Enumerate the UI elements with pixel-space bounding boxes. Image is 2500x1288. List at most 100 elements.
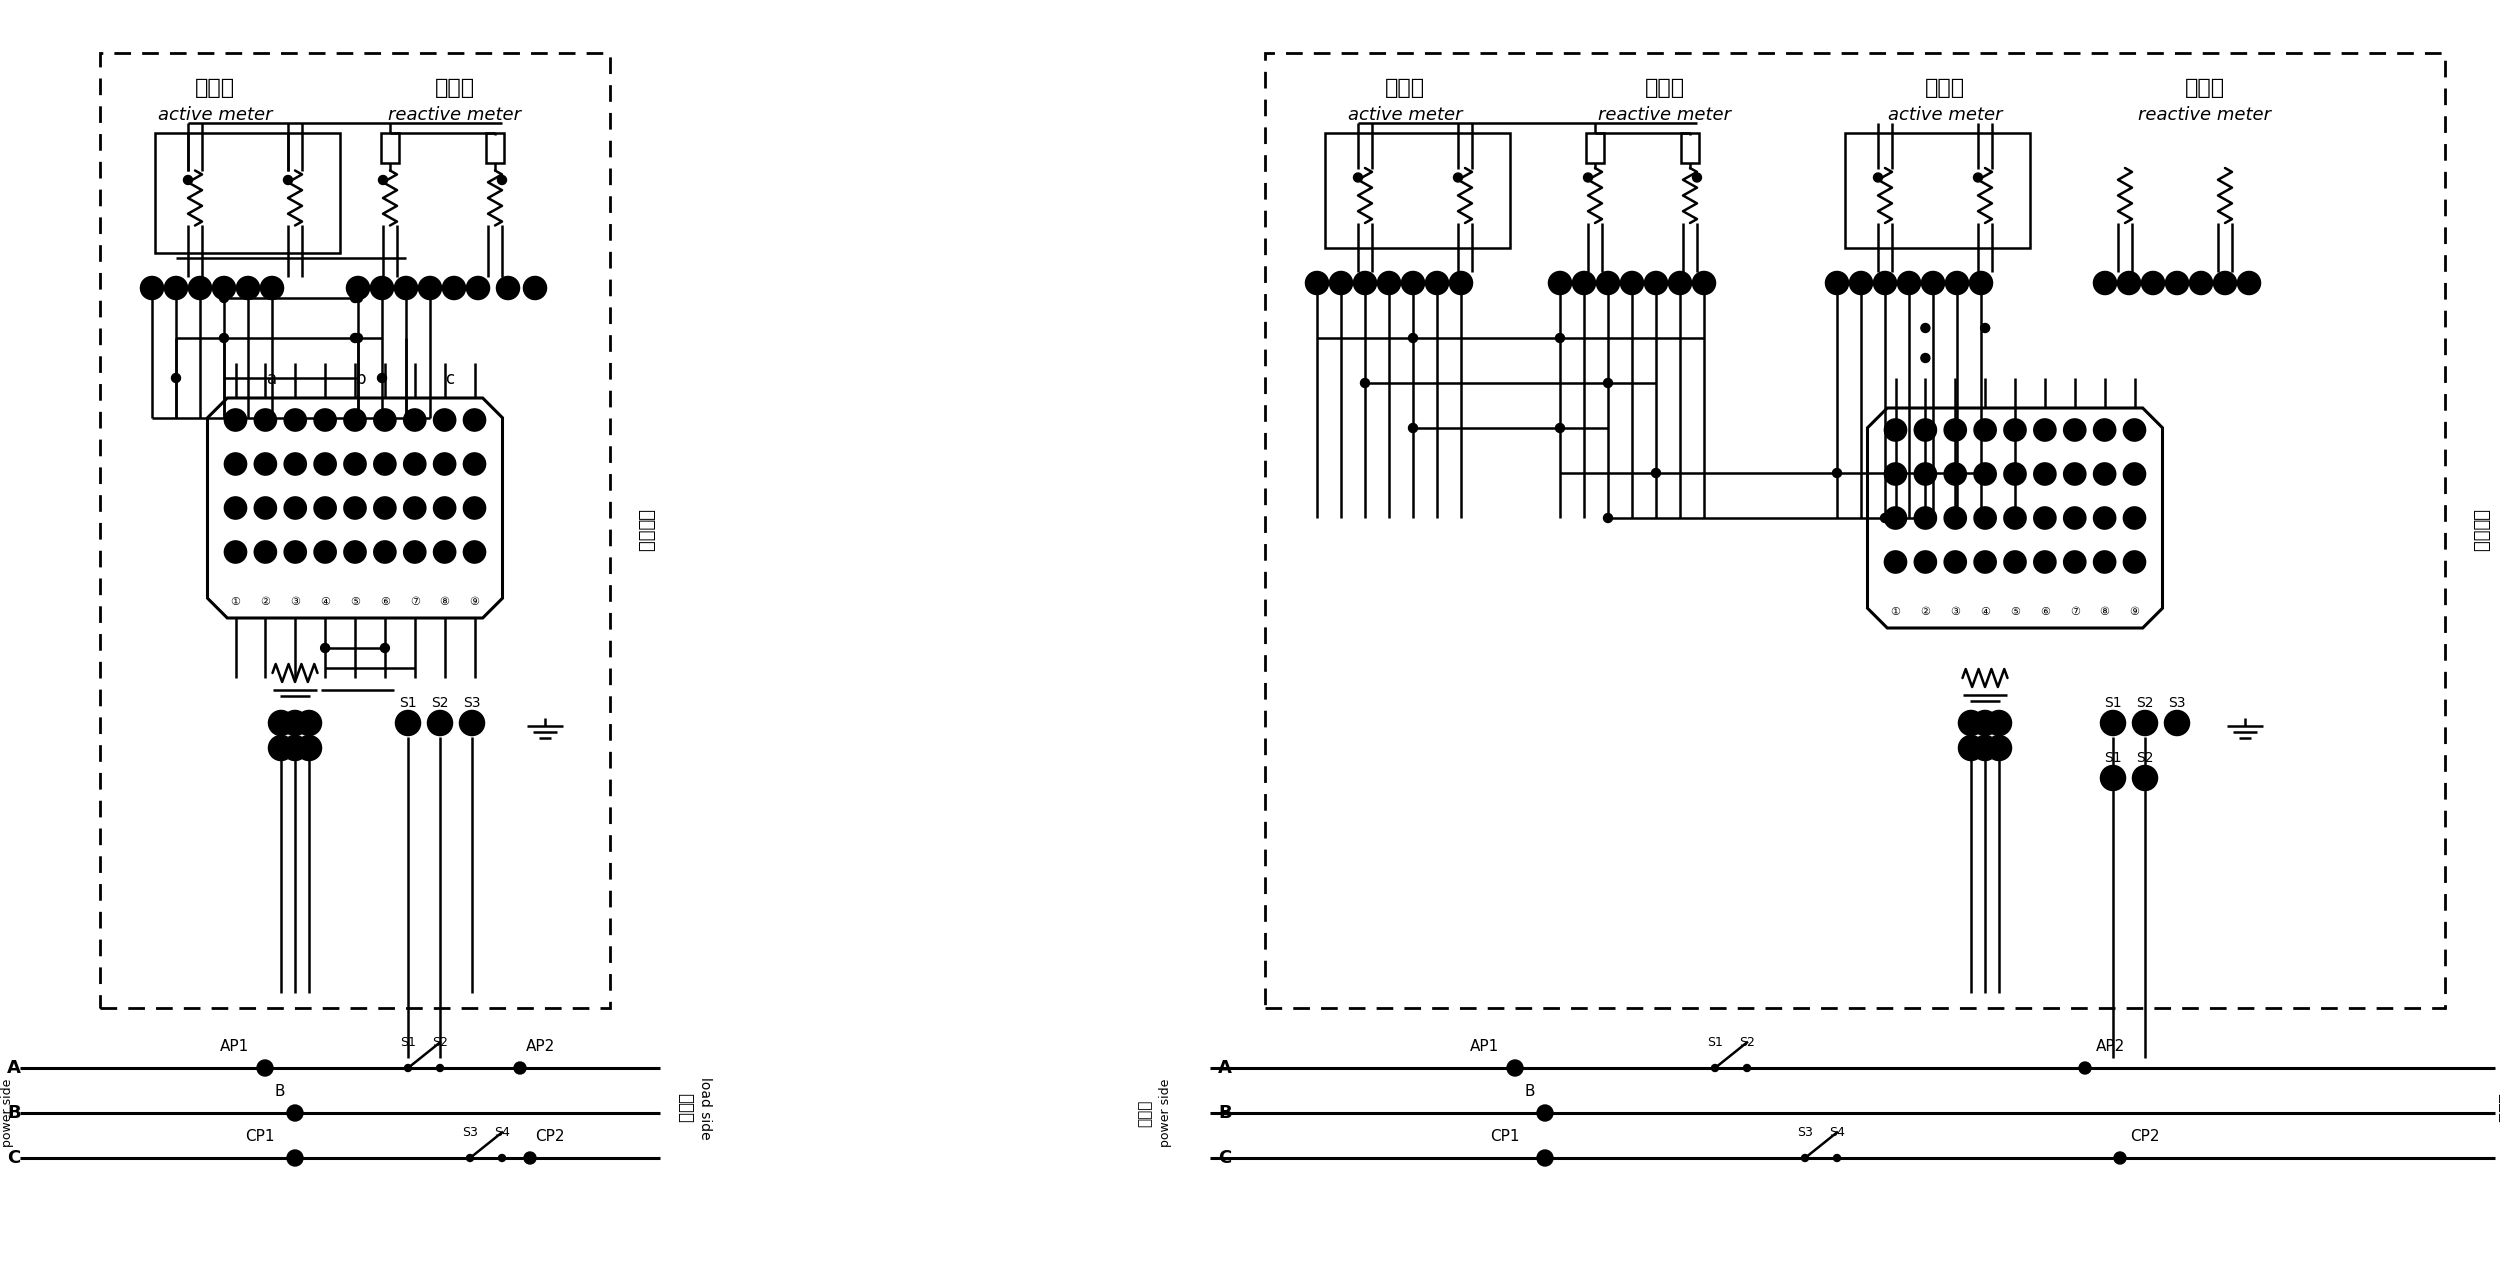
Circle shape — [2122, 551, 2145, 573]
Circle shape — [462, 453, 485, 475]
Bar — [380, 133, 400, 164]
Text: AP2: AP2 — [525, 1039, 555, 1054]
Circle shape — [2190, 272, 2212, 294]
Text: S1: S1 — [400, 696, 418, 710]
Circle shape — [432, 410, 455, 431]
Circle shape — [1915, 507, 1938, 529]
Circle shape — [213, 277, 235, 299]
Circle shape — [498, 175, 508, 184]
Circle shape — [405, 497, 425, 519]
Text: ②: ② — [260, 598, 270, 607]
Text: 无功表: 无功表 — [2185, 79, 2225, 98]
Text: B: B — [275, 1084, 285, 1099]
Circle shape — [2065, 462, 2085, 486]
Circle shape — [2095, 272, 2115, 294]
Circle shape — [348, 277, 370, 299]
Circle shape — [298, 711, 320, 735]
Circle shape — [270, 711, 292, 735]
Circle shape — [438, 1064, 442, 1072]
Text: ①: ① — [230, 598, 240, 607]
Circle shape — [255, 410, 278, 431]
Circle shape — [405, 1064, 412, 1072]
Circle shape — [2005, 507, 2025, 529]
Circle shape — [350, 294, 360, 303]
Circle shape — [2115, 1151, 2125, 1164]
Bar — [155, 133, 340, 252]
Bar — [1585, 133, 1605, 164]
Circle shape — [2100, 711, 2125, 735]
Text: S3: S3 — [462, 696, 480, 710]
Text: ①: ① — [1890, 607, 1900, 617]
Circle shape — [1693, 173, 1703, 182]
Text: 二次回路: 二次回路 — [635, 509, 655, 553]
Circle shape — [282, 711, 308, 735]
Circle shape — [1620, 272, 1642, 294]
Circle shape — [525, 277, 545, 299]
Circle shape — [1538, 1150, 1552, 1166]
Circle shape — [1450, 272, 1472, 294]
Text: 电源侧: 电源侧 — [1138, 1100, 1152, 1127]
Bar — [1265, 53, 2445, 1009]
Text: CP2: CP2 — [535, 1130, 565, 1144]
Circle shape — [1945, 462, 1968, 486]
Circle shape — [2132, 711, 2158, 735]
Circle shape — [1652, 469, 1660, 478]
Circle shape — [288, 1105, 302, 1121]
Circle shape — [225, 453, 248, 475]
Text: S1: S1 — [1708, 1036, 1722, 1048]
Circle shape — [2092, 551, 2115, 573]
Circle shape — [1972, 711, 1998, 735]
Circle shape — [375, 497, 395, 519]
Circle shape — [2092, 507, 2115, 529]
Circle shape — [2132, 766, 2158, 790]
Circle shape — [285, 410, 308, 431]
Text: AP1: AP1 — [220, 1039, 250, 1054]
Text: S4: S4 — [1830, 1126, 1845, 1139]
Bar — [1845, 133, 2030, 249]
Circle shape — [285, 453, 308, 475]
Circle shape — [1988, 735, 2010, 760]
Circle shape — [1898, 272, 1920, 294]
Circle shape — [1403, 272, 1425, 294]
Circle shape — [225, 541, 248, 563]
Circle shape — [2118, 272, 2140, 294]
Text: S2: S2 — [2135, 696, 2155, 710]
Text: ⑨: ⑨ — [470, 598, 480, 607]
Circle shape — [220, 294, 228, 303]
Circle shape — [1970, 272, 1992, 294]
Text: ⑨: ⑨ — [2130, 607, 2140, 617]
Circle shape — [1915, 551, 1938, 573]
Text: B: B — [1525, 1084, 1535, 1099]
Text: ③: ③ — [1950, 607, 1960, 617]
Circle shape — [2065, 551, 2085, 573]
Text: C: C — [8, 1149, 20, 1167]
Circle shape — [1975, 462, 1995, 486]
Text: 无功表: 无功表 — [435, 79, 475, 98]
Text: S3: S3 — [1798, 1126, 1812, 1139]
Text: reactive meter: reactive meter — [1598, 106, 1732, 124]
Text: CP1: CP1 — [1490, 1130, 1520, 1144]
Circle shape — [432, 497, 455, 519]
Circle shape — [1305, 272, 1328, 294]
Text: ⑧: ⑧ — [440, 598, 450, 607]
Circle shape — [1360, 379, 1370, 388]
Circle shape — [1670, 272, 1690, 294]
Circle shape — [1508, 1060, 1522, 1075]
Circle shape — [255, 497, 278, 519]
Circle shape — [462, 497, 485, 519]
Circle shape — [2122, 462, 2145, 486]
Text: 无功表: 无功表 — [1645, 79, 1685, 98]
Circle shape — [2142, 272, 2165, 294]
Circle shape — [1850, 272, 1872, 294]
Circle shape — [378, 175, 388, 184]
Circle shape — [1602, 379, 1612, 388]
Circle shape — [395, 711, 420, 735]
Text: reactive meter: reactive meter — [388, 106, 522, 124]
Circle shape — [1330, 272, 1352, 294]
Circle shape — [345, 453, 365, 475]
Circle shape — [498, 1154, 505, 1162]
Circle shape — [282, 175, 292, 184]
Circle shape — [1875, 272, 1895, 294]
Text: b: b — [355, 370, 365, 388]
Text: AP2: AP2 — [2095, 1039, 2125, 1054]
